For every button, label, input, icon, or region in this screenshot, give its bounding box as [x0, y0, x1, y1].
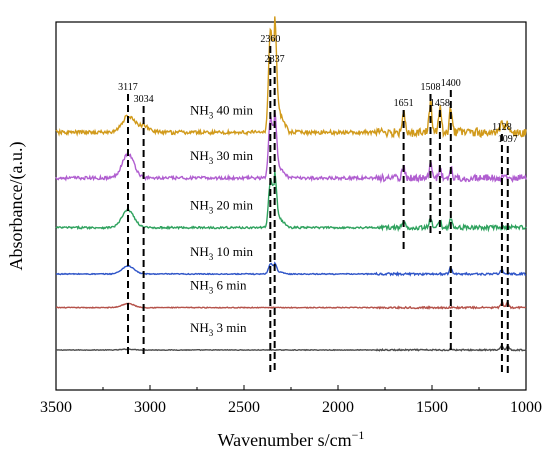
x-tick-label: 1000	[510, 399, 542, 416]
series-label: NH3 3 min	[190, 320, 247, 338]
peak-marker-label: 3117	[118, 82, 138, 93]
series-layer	[55, 16, 527, 352]
peak-marker-label: 1508	[420, 82, 440, 93]
spectrum-line	[55, 16, 527, 139]
peak-marker-label: 1651	[394, 98, 414, 109]
series-label-layer: NH3 3 min NH3 6 min NH3 10 min NH3 20 min NH…	[190, 102, 254, 338]
series-label: NH3 40 min	[190, 102, 254, 120]
peak-marker-label: 2337	[265, 54, 285, 65]
x-tick-label: 3500	[40, 399, 72, 416]
spectrum-line	[55, 110, 527, 184]
peak-marker-label: 3034	[134, 94, 154, 105]
x-tick-label: 1500	[416, 399, 448, 416]
x-tick-label: 2000	[322, 399, 354, 416]
x-axis-title: Wavenumber s/cm−1	[218, 428, 365, 450]
x-axis-title-sup: −1	[352, 428, 365, 442]
x-tick-label: 2500	[228, 399, 260, 416]
peak-marker-label: 1400	[441, 78, 461, 89]
peak-marker-label: 2360	[260, 34, 280, 45]
peak-marker-label: 1097	[498, 134, 518, 145]
x-tick-label: 3000	[134, 399, 166, 416]
spectrum-line	[55, 344, 527, 352]
y-axis-title: Absorbance/(a.u.)	[6, 142, 27, 271]
peak-marker-label: 1458	[430, 98, 450, 109]
x-axis-title-main: Wavenumber s/cm	[218, 430, 352, 450]
series-label: NH3 30 min	[190, 148, 254, 166]
x-axis-ticks: 3500 3000 2500 2000 1500 1000	[40, 385, 542, 416]
series-label: NH3 10 min	[190, 244, 254, 262]
series-label: NH3 20 min	[190, 198, 254, 216]
spectrum-line	[55, 301, 527, 311]
peak-marker-label: 1128	[492, 122, 512, 133]
series-label: NH3 6 min	[190, 278, 247, 296]
spectrum-line	[55, 170, 527, 233]
spectrum-line	[55, 261, 527, 277]
